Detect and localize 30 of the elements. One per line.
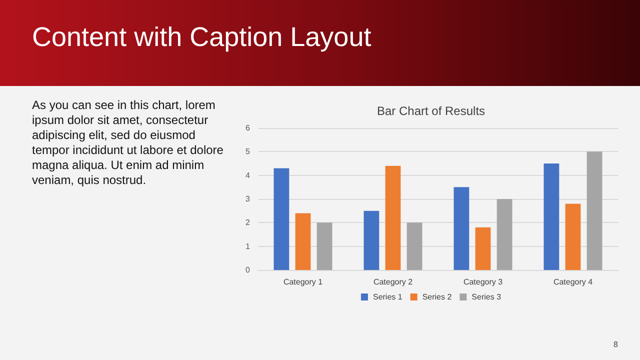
x-tick-label: Category 3 [463,278,504,286]
bar [364,210,380,270]
y-tick-label: 5 [246,147,251,156]
y-tick-label: 2 [246,218,251,228]
bar [496,199,512,270]
bar [565,204,581,270]
text: As you can see in this chart, lorem ipsum dolor sit amet, consectetur adipiscing elit, sed do eiusmod tempor incididunt ut labore et dolore magna aliqua. Ut enim ad minim veniam, quis nostrud. [32,98,224,188]
bar [406,222,422,270]
y-tick-label: 1 [246,242,251,251]
bar [475,227,491,270]
text: Content with Caption Layout [32,22,372,53]
bar [295,213,311,270]
chart-title: Bar Chart of Results [376,104,486,118]
x-tick-label: Category 2 [373,278,414,286]
legend-label: Series 3 [472,292,502,302]
bar [544,164,560,270]
x-tick-label: Category 1 [283,278,324,286]
bar [316,222,332,270]
legend-label: Series 1 [372,292,403,302]
x-tick-label: Category 4 [553,278,594,286]
y-tick-label: 0 [246,266,251,274]
text: 8 [614,340,618,349]
y-tick-label: 4 [246,170,251,180]
y-tick-label: 3 [246,194,251,204]
y-tick-label: 6 [246,124,251,132]
bar [454,187,470,270]
bar [586,152,602,270]
bar [274,168,290,270]
legend-label: Series 2 [422,292,452,302]
bar [385,166,401,270]
